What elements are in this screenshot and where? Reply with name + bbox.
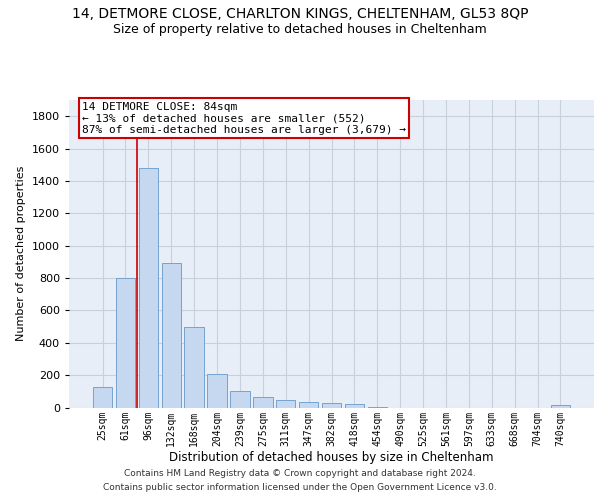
Bar (322, 402, 341, 407)
Text: Size of property relative to detached houses in Cheltenham: Size of property relative to detached ho… (113, 22, 487, 36)
Bar (93, 388, 112, 407)
Text: 14 DETMORE CLOSE: 84sqm
← 13% of detached houses are smaller (552)
87% of semi-d: 14 DETMORE CLOSE: 84sqm ← 13% of detache… (82, 102, 406, 134)
Bar (161, 264, 181, 408)
Bar (368, 406, 387, 408)
Bar (276, 400, 295, 407)
Bar (230, 390, 250, 407)
Bar (551, 405, 570, 407)
X-axis label: Distribution of detached houses by size in Cheltenham: Distribution of detached houses by size … (169, 451, 494, 464)
Y-axis label: Number of detached properties: Number of detached properties (16, 166, 26, 342)
Bar (139, 168, 158, 408)
Text: Contains public sector information licensed under the Open Government Licence v3: Contains public sector information licen… (103, 484, 497, 492)
Bar (116, 278, 135, 407)
Text: Contains HM Land Registry data © Crown copyright and database right 2024.: Contains HM Land Registry data © Crown c… (124, 468, 476, 477)
Bar (344, 404, 364, 407)
Bar (208, 374, 227, 408)
Bar (253, 397, 272, 407)
Text: 14, DETMORE CLOSE, CHARLTON KINGS, CHELTENHAM, GL53 8QP: 14, DETMORE CLOSE, CHARLTON KINGS, CHELT… (72, 8, 528, 22)
Bar (184, 326, 204, 407)
Bar (299, 402, 319, 407)
